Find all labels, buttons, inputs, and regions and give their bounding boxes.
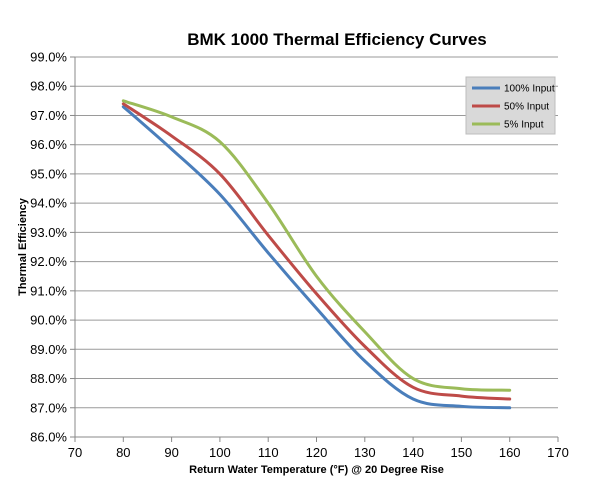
y-axis-label: Thermal Efficiency — [17, 197, 29, 296]
y-tick-label: 94.0% — [30, 196, 67, 211]
series-line-1 — [121, 105, 512, 410]
x-axis-label: Return Water Temperature (°F) @ 20 Degre… — [189, 464, 444, 476]
x-tick-label: 130 — [354, 445, 376, 460]
x-tick-label: 160 — [499, 445, 521, 460]
y-tick-label: 95.0% — [30, 166, 67, 181]
y-tick-label: 92.0% — [30, 254, 67, 269]
x-tick-label: 70 — [68, 445, 82, 460]
y-tick-label: 91.0% — [30, 283, 67, 298]
y-tick-label: 93.0% — [30, 225, 67, 240]
y-tick-label: 96.0% — [30, 137, 67, 152]
axis-layer: 86.0% 87.0% 88.0% 89.0% 90.0% 91.0% 92.0% 93.0%… — [30, 50, 569, 461]
x-tick-label: 100 — [209, 445, 231, 460]
legend-label: 50% Input — [504, 102, 549, 113]
series-line-3 — [121, 99, 512, 392]
x-tick-label: 170 — [547, 445, 569, 460]
x-tick-label: 150 — [451, 445, 473, 460]
y-tick-label: 97.0% — [30, 108, 67, 123]
legend-label: 5% Input — [504, 120, 544, 131]
x-tick-label: 90 — [164, 445, 178, 460]
x-tick-label: 80 — [116, 445, 130, 460]
y-tick-label: 88.0% — [30, 371, 67, 386]
series-line-2 — [121, 102, 512, 401]
x-tick-label: 110 — [258, 445, 279, 460]
y-tick-label: 87.0% — [30, 400, 67, 415]
y-tick-label: 90.0% — [30, 313, 67, 328]
x-tick-label: 120 — [306, 445, 328, 460]
legend: 100% Input 50% Input 5% Input — [465, 76, 556, 135]
y-tick-label: 89.0% — [30, 342, 67, 357]
series-layer — [121, 99, 512, 410]
y-tick-label: 99.0% — [30, 50, 67, 65]
x-tick-label: 140 — [402, 445, 424, 460]
y-tick-label: 98.0% — [30, 79, 67, 94]
chart-title: BMK 1000 Thermal Efficiency Curves — [187, 30, 487, 49]
y-tick-label: 86.0% — [30, 430, 67, 445]
legend-label: 100% Input — [504, 84, 555, 95]
